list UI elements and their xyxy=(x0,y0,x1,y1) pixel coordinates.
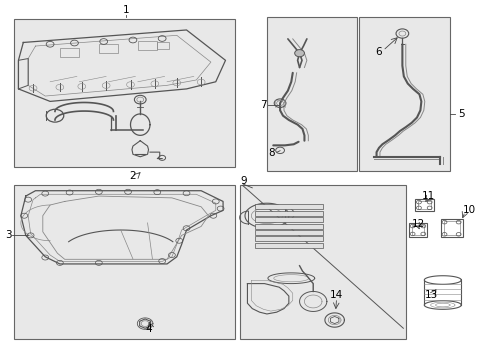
Text: 14: 14 xyxy=(330,291,343,300)
Bar xyxy=(138,41,157,50)
Text: 9: 9 xyxy=(240,176,247,186)
Bar xyxy=(415,199,434,211)
Bar xyxy=(255,224,323,229)
Text: 7: 7 xyxy=(260,100,267,110)
Bar xyxy=(255,204,323,209)
Bar xyxy=(441,219,463,237)
FancyBboxPatch shape xyxy=(360,18,450,171)
Text: 4: 4 xyxy=(145,324,152,334)
Bar xyxy=(443,221,460,235)
Text: 6: 6 xyxy=(376,47,382,57)
Bar xyxy=(99,44,118,53)
FancyBboxPatch shape xyxy=(240,185,406,339)
Text: 5: 5 xyxy=(458,109,465,119)
Bar xyxy=(412,225,424,235)
Bar xyxy=(255,237,323,242)
Bar xyxy=(255,211,323,216)
Text: 11: 11 xyxy=(421,191,435,201)
Text: 13: 13 xyxy=(424,291,438,300)
Bar xyxy=(255,217,323,222)
Circle shape xyxy=(294,50,304,57)
Text: 8: 8 xyxy=(269,148,275,158)
Bar xyxy=(60,48,79,57)
Bar xyxy=(255,243,323,248)
FancyBboxPatch shape xyxy=(267,18,357,171)
Text: 1: 1 xyxy=(122,5,129,15)
FancyBboxPatch shape xyxy=(14,185,235,339)
Bar xyxy=(418,202,431,208)
Text: 10: 10 xyxy=(463,205,476,215)
Text: 2: 2 xyxy=(130,171,136,181)
Text: 3: 3 xyxy=(5,230,12,240)
Bar xyxy=(409,223,427,237)
Text: 12: 12 xyxy=(411,219,425,229)
Bar xyxy=(157,42,170,49)
Bar xyxy=(255,230,323,235)
FancyBboxPatch shape xyxy=(14,19,235,167)
